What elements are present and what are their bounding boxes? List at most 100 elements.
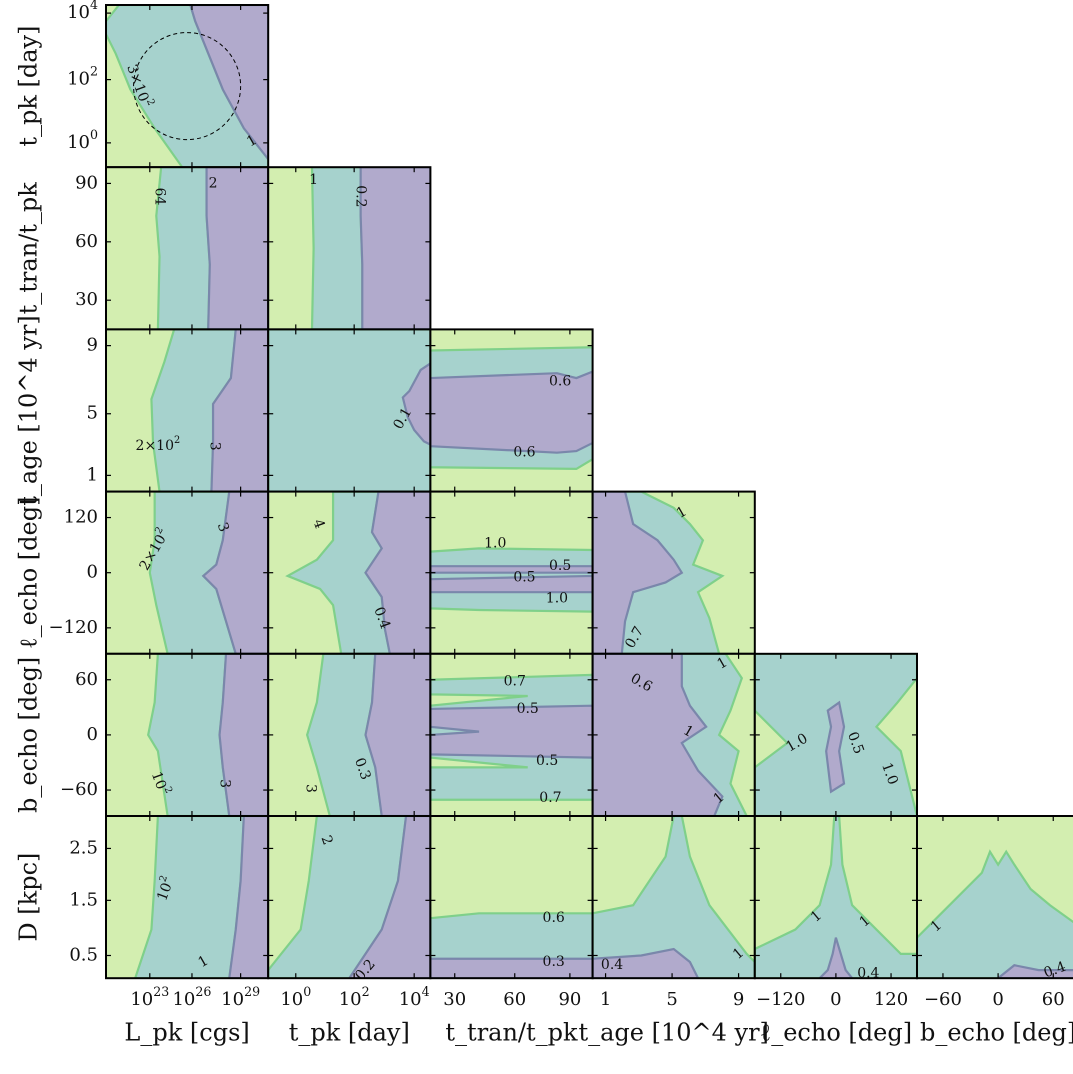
contour-label: 0.4 — [857, 965, 879, 981]
x-tick-label: 90 — [558, 989, 581, 1010]
y-tick-label: −60 — [60, 779, 98, 800]
contour-label: 0.3 — [351, 756, 374, 782]
x-tick-label: 60 — [503, 989, 526, 1010]
y-axis-label: b_echo [deg] — [15, 657, 43, 813]
x-axis-label: t_tran/t_pk — [445, 1019, 578, 1047]
contour-high — [592, 653, 724, 816]
contour-label: 0.7 — [504, 673, 526, 689]
panel-3-3: 10.7 — [591, 490, 756, 655]
x-axis-label: L_pk [cgs] — [124, 1019, 249, 1047]
contour-high — [996, 964, 1073, 979]
contour-label: 0.5 — [517, 701, 539, 717]
panel-4-0: 102 3 — [105, 652, 270, 817]
contour-label: 0.6 — [549, 373, 571, 389]
y-tick-label: 0 — [87, 562, 98, 583]
y-axis-label: t_age [10^4 yr] — [15, 315, 43, 505]
contour-mid — [592, 816, 755, 979]
y-axis-label: t_tran/t_pk — [15, 182, 43, 315]
contour-label: 1.0 — [546, 591, 568, 607]
x-tick-label: 60 — [1042, 989, 1065, 1010]
panel-1-0: 64 2 — [105, 166, 270, 331]
y-tick-label: 5 — [87, 403, 98, 424]
y-tick-label: 2.5 — [69, 837, 98, 858]
contour-high — [825, 700, 846, 794]
contour-label: 0.5 — [536, 753, 558, 769]
contour-label: 0.7 — [539, 790, 561, 806]
panel-4-4: 1.0 0.51.0 — [753, 652, 918, 817]
contour-mid — [268, 329, 431, 492]
x-tick-label: 100 — [280, 984, 311, 1010]
panel-3-1: 40.4 — [267, 490, 432, 655]
contour-label: 3 — [216, 779, 232, 788]
y-tick-label: 100 — [67, 127, 98, 153]
panel-3-2: 1.0 0.5 0.5 1.0 — [429, 490, 594, 655]
y-tick-label: 60 — [75, 231, 98, 252]
contour-label: 0.5 — [549, 558, 571, 574]
contour-label: 0.6 — [543, 910, 565, 926]
x-tick-label: 102 — [339, 984, 370, 1010]
contour-label: 102 — [152, 874, 178, 903]
y-tick-label: 102 — [67, 64, 98, 90]
contour-mid — [754, 816, 917, 979]
contour-high — [359, 167, 431, 330]
x-axis-label: ℓ_echo [deg] — [760, 1019, 912, 1047]
y-tick-label: 9 — [87, 335, 98, 356]
x-tick-label: 1023 — [130, 984, 169, 1010]
contour-high — [210, 329, 269, 492]
contour-high — [592, 947, 700, 979]
panel-4-2: 0.7 0.5 0.5 0.7 — [429, 652, 594, 817]
y-tick-label: −120 — [49, 617, 98, 638]
contour-label: 102 — [148, 768, 174, 797]
contour-label: 1.0 — [484, 536, 506, 552]
y-tick-label: 0 — [87, 724, 98, 745]
y-tick-label: 1 — [87, 464, 98, 485]
panel-5-2: 0.6 0.3 — [429, 815, 594, 980]
y-axis-label: t_pk [day] — [15, 26, 43, 147]
contour-label: 0.5 — [844, 730, 867, 756]
y-tick-label: 0.5 — [69, 944, 98, 965]
contour-high — [228, 816, 269, 979]
panel-2-1: 0.1 — [267, 328, 432, 493]
contour-high — [818, 937, 854, 979]
contour-high — [218, 653, 269, 816]
x-tick-label: 0 — [830, 989, 841, 1010]
contour-label: 0.5 — [513, 570, 535, 586]
contour-label: 0.3 — [543, 954, 565, 970]
contour-high — [189, 5, 269, 161]
contour-label: 1 — [309, 172, 318, 188]
x-axis-label: b_echo [deg] — [920, 1019, 1073, 1047]
contour-label: 0.4 — [601, 957, 623, 973]
contour-high — [201, 491, 269, 654]
y-tick-label: 60 — [75, 669, 98, 690]
contour-high — [347, 816, 431, 979]
panel-5-4: 1 10.4 — [753, 815, 918, 981]
x-tick-label: 1029 — [221, 984, 260, 1010]
x-tick-label: 1 — [600, 989, 611, 1010]
x-tick-label: 1026 — [172, 984, 211, 1010]
x-tick-label: 9 — [733, 989, 744, 1010]
panel-3-0: 2×102 3 — [105, 490, 270, 655]
panel-2-0: 2×102 3 — [105, 328, 270, 493]
x-tick-label: 0 — [992, 989, 1003, 1010]
y-tick-label: 30 — [75, 289, 98, 310]
contour-label: 0.6 — [513, 445, 535, 461]
x-tick-label: 104 — [399, 984, 430, 1010]
panel-4-1: 30.3 — [267, 652, 432, 817]
contour-label: 3 — [207, 442, 223, 451]
y-tick-label: 1.5 — [69, 889, 98, 910]
x-tick-label: 30 — [443, 989, 466, 1010]
contour-high — [401, 362, 431, 446]
contour-label: 0.2 — [353, 185, 369, 207]
contour-label: 2 — [209, 175, 218, 191]
x-axis-label: t_pk [day] — [289, 1019, 410, 1047]
contour-label: 64 — [152, 187, 168, 205]
contour-label: 0.4 — [370, 605, 393, 631]
y-tick-label: 120 — [64, 507, 98, 528]
contour-label: 0.4 — [1042, 959, 1068, 982]
y-axis-label: D [kpc] — [15, 853, 43, 942]
